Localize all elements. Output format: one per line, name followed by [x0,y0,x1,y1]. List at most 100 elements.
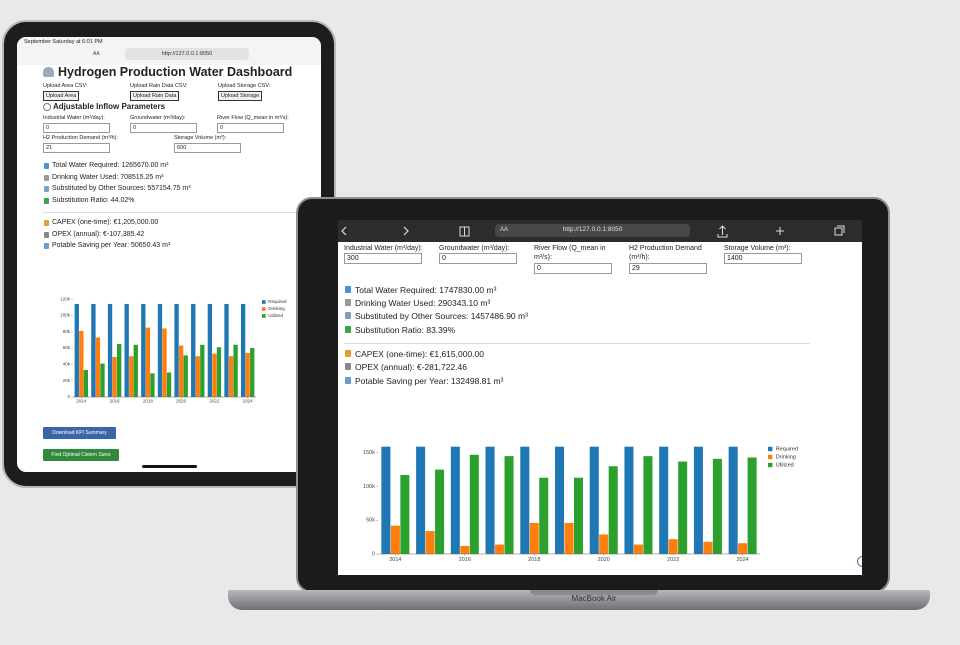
bar [74,303,79,397]
input-box[interactable]: 0 [534,263,612,274]
bar [504,456,514,554]
cost: Potable Saving per Year: 50650.43 m³ [52,242,171,249]
bar [141,303,146,397]
brand-label: MacBook Air [571,594,617,603]
bar [573,477,583,554]
bar [668,539,678,554]
input-label: River Flow (Q_mean in m³/s): [217,115,289,121]
bar [133,344,138,397]
bar [555,446,565,554]
upload-button[interactable]: Upload Rain Data [130,91,180,101]
cost: OPEX (annual): €-281,722.46 [355,362,467,372]
bar [633,544,643,554]
tabs-icon[interactable] [834,225,845,236]
input-box[interactable]: 21 [43,143,110,153]
title-icon [43,67,54,77]
bar [460,545,470,554]
input-box[interactable]: 600 [174,143,241,153]
bar [747,457,757,554]
x-tick-label: 2024 [737,557,749,563]
kpi: Substitution Ratio: 44.02% [52,197,135,204]
bar [224,303,229,397]
bar [469,454,479,554]
bar [228,356,234,397]
y-tick-label: 0 [372,551,375,557]
bar [245,352,250,397]
kpi: Substitution Ratio: 83.39% [355,325,456,335]
input-box[interactable]: 0 [217,123,284,133]
legend-swatch [262,300,266,304]
upload-button[interactable]: Upload Area [43,91,80,101]
optimize-button[interactable]: Find Optimal Cistern Sizes [43,449,119,461]
bar [233,344,238,397]
x-tick-label: 2020 [176,399,187,404]
bar [390,525,400,554]
input-box[interactable]: 0 [130,123,197,133]
cost: CAPEX (one-time): €1,205,000.00 [52,219,159,226]
x-tick-label: 2016 [459,557,471,563]
url-bar[interactable] [495,224,690,237]
home-indicator [142,465,197,468]
url[interactable]: http://127.0.0.1:8050 [562,226,623,233]
y-tick-label: 80k [63,329,71,334]
browser-icons [341,225,845,238]
upload-button[interactable]: Upload Storage [218,91,263,101]
url[interactable]: http://127.0.0.1:8050 [161,51,213,57]
bar [150,373,155,397]
url-bar[interactable] [125,48,249,60]
share-icon[interactable] [717,225,728,238]
gear-icon [43,103,51,111]
new-tab-icon[interactable] [776,227,784,235]
bar [643,456,653,554]
input-box[interactable]: 300 [344,253,422,264]
x-tick-label: 2014 [389,557,401,563]
bar [116,343,122,397]
y-tick-label: 50k [366,518,375,524]
help-circle[interactable] [857,556,862,567]
upload-label: Upload Storage CSV: [218,83,271,89]
bar [162,328,167,397]
bar [166,372,172,397]
kpi-icon [44,163,49,169]
title: Hydrogen Production Water Dashboard [58,65,293,79]
bar [100,363,105,397]
bookmarks-icon[interactable] [459,226,470,237]
bar [200,344,205,397]
input-label: Storage Volume (m³): [174,135,227,141]
reader-button[interactable]: AA [93,51,100,57]
cost: Potable Saving per Year: 132498.81 m³ [355,376,504,386]
download-button[interactable]: Download KPI Summary [43,427,116,439]
ipad-screen: September Saturday at 6:01 PM AA http://12… [17,37,321,472]
input-box[interactable]: 0 [43,123,110,133]
input-label: Storage Volume (m³): [724,245,791,252]
nav-arrows[interactable] [341,226,409,236]
kpi-icon [44,198,49,204]
y-tick-label: 20k [63,378,71,383]
x-tick-label: 2018 [143,399,154,404]
input-box[interactable]: 0 [439,253,517,264]
cost-icon [345,350,351,357]
bar [129,356,134,397]
y-tick-label: 100k [60,313,71,318]
bar [216,347,222,397]
bar [178,345,184,397]
upload-label: Upload Area CSV: [43,83,88,89]
legend-label: Utilized [776,462,794,468]
kpi: Total Water Required: 1265670.00 m³ [52,162,169,169]
reader-button[interactable]: AA [500,226,509,233]
input-label: H2 Production Demand (m³/h): [43,135,118,141]
y-tick-label: 0 [67,394,70,399]
bar [728,446,738,554]
chart: 0 50k 100k 150k 2014 2016 2018 2020 2022 2024 Requ… [363,446,798,563]
bar [124,303,129,397]
input-box[interactable]: 29 [629,263,707,274]
cost-icon [44,243,49,249]
bar [659,446,669,554]
input-box[interactable]: 1400 [724,253,802,264]
x-tick-label: 2018 [528,557,540,563]
macbook-screen: AA http://127.0.0.1:8050 Industrial Water … [338,220,862,575]
y-tick-label: 100k [363,484,375,490]
bar [212,353,217,397]
kpi-icon [345,299,351,306]
bar [381,446,391,554]
